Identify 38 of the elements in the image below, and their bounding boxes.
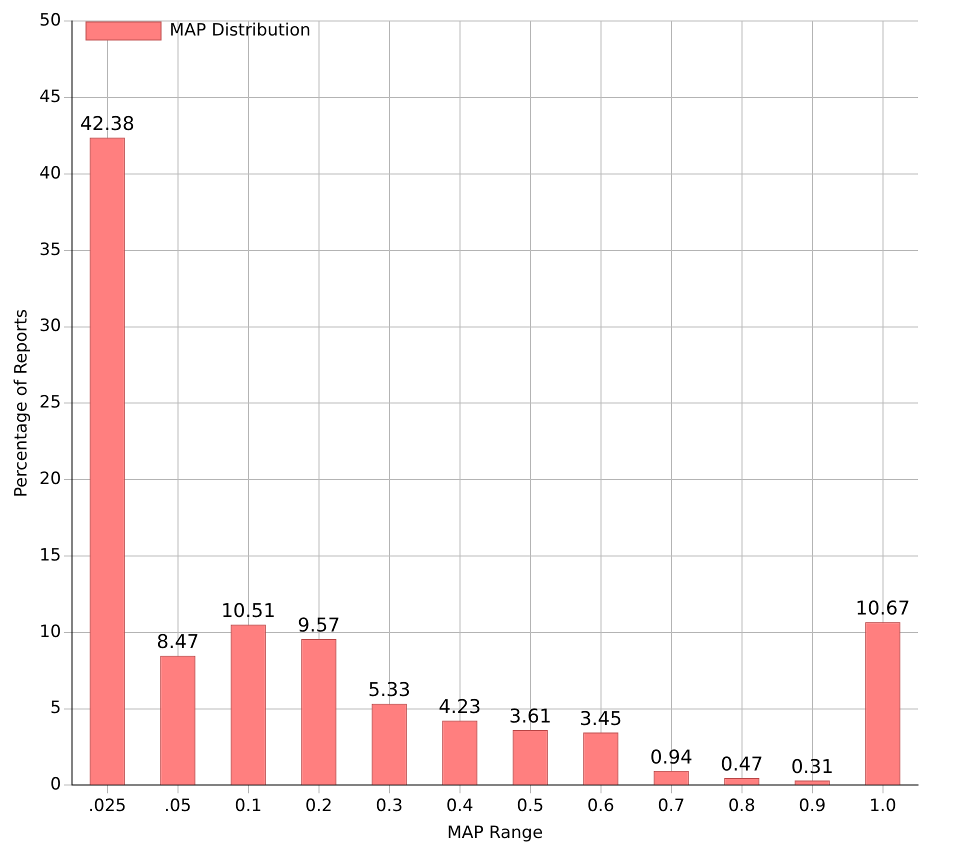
- data-label: 9.57: [298, 614, 340, 636]
- data-label: 0.94: [650, 746, 692, 768]
- data-label: 0.31: [791, 756, 834, 778]
- y-axis-title: Percentage of Reports: [12, 309, 32, 498]
- legend-label: MAP Distribution: [170, 20, 311, 40]
- y-tick-label: 5: [50, 698, 62, 718]
- y-tick-label: 35: [39, 240, 62, 260]
- x-tick-label: 0.6: [587, 796, 614, 816]
- x-tick-label: 0.3: [376, 796, 403, 816]
- y-tick-label: 15: [39, 545, 62, 566]
- y-tick-label: 30: [39, 316, 62, 336]
- y-tick-label: 10: [39, 622, 62, 642]
- y-tick-label: 40: [39, 163, 62, 184]
- x-tick-label: .05: [164, 796, 192, 816]
- x-tick-label: 0.9: [798, 796, 826, 816]
- data-label: 3.61: [509, 705, 552, 728]
- x-tick-label: 0.8: [728, 796, 756, 816]
- x-tick-label: 0.7: [658, 796, 685, 816]
- x-tick-label: .025: [88, 796, 126, 816]
- data-label: 0.47: [720, 753, 763, 776]
- x-tick-label: 0.2: [305, 796, 332, 816]
- data-label: 3.45: [580, 708, 622, 730]
- data-label: 42.38: [80, 113, 134, 136]
- y-tick-label: 25: [39, 392, 62, 413]
- x-axis-title: MAP Range: [447, 823, 543, 844]
- y-tick-label: 20: [39, 469, 62, 490]
- y-tick-label: 50: [39, 10, 62, 31]
- x-tick-label: 0.1: [234, 796, 262, 816]
- y-tick-label: 45: [39, 87, 62, 108]
- data-label: 4.23: [438, 696, 481, 718]
- data-label: 10.51: [221, 600, 276, 622]
- data-label: 5.33: [368, 679, 410, 702]
- x-tick-label: 1.0: [869, 796, 896, 816]
- x-tick-label: 0.4: [446, 796, 474, 816]
- y-tick-label: 0: [50, 774, 62, 795]
- data-label: 8.47: [156, 631, 199, 654]
- data-label: 10.67: [856, 598, 910, 620]
- x-tick-label: 0.5: [516, 796, 544, 816]
